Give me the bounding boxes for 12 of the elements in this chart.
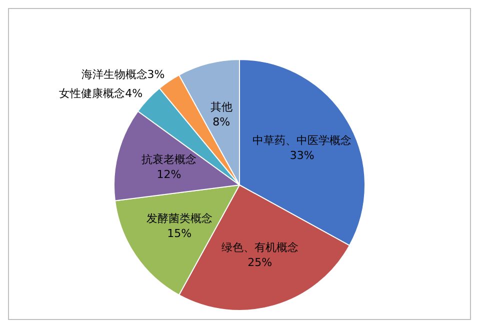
slice-label: 其他 <box>210 100 232 114</box>
data-label: 8% <box>212 115 230 128</box>
slice-label: 中草药、中医学概念 <box>252 134 352 147</box>
slice-label: 女性健康概念4% <box>59 86 143 100</box>
slice-label: 抗衰老概念 <box>141 152 196 166</box>
data-label: 15% <box>167 226 192 240</box>
data-label: 25% <box>248 256 272 269</box>
data-label: 33% <box>290 148 314 162</box>
slice-label: 发酵菌类概念 <box>146 212 212 225</box>
slice-label: 海洋生物概念3% <box>81 68 165 81</box>
data-label: 12% <box>156 168 182 181</box>
slice-label: 绿色、有机概念 <box>221 240 298 254</box>
